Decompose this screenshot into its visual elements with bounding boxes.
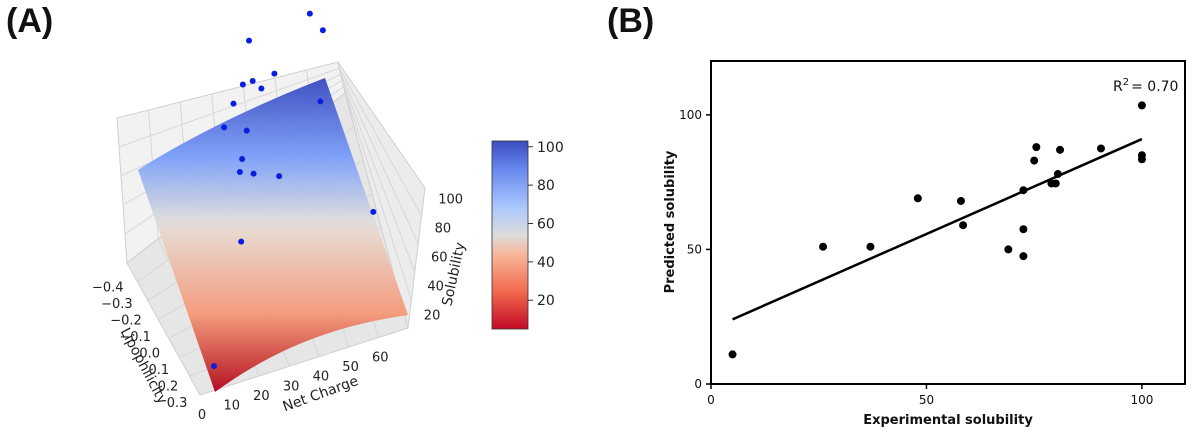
colorbar-tick-label: 40: [537, 255, 555, 271]
surface-point: [239, 81, 246, 88]
y-tick-label: 0.1: [149, 363, 170, 378]
scatter-point: [956, 196, 965, 205]
z-tick-label: 40: [427, 280, 444, 295]
scatter-point: [1030, 156, 1039, 165]
regression-line: [732, 137, 1143, 321]
scatter-point: [1096, 144, 1105, 153]
x-tick-label: 60: [372, 351, 389, 366]
y-tick-label: −0.4: [92, 280, 124, 295]
grid-line: [343, 86, 412, 301]
surface-point: [243, 127, 250, 134]
surface-point: [319, 27, 326, 34]
colorbar-tick-label: 100: [537, 140, 564, 156]
scatter-point: [728, 350, 737, 359]
y-tick-label: −0.2: [110, 313, 142, 328]
surface-point: [370, 208, 377, 215]
y-tick-label: 0: [694, 377, 702, 391]
colorbar-ticks: 20 40 60 80 100: [528, 140, 564, 309]
scatter-points: [728, 101, 1146, 359]
surface-point: [238, 238, 245, 245]
y-tick-label: 100: [679, 108, 702, 122]
panel-a-3d-plot: 0 10 20 30 40 50 60 −0.4 −0.3−0.2 −0.10.0 0.10.2 0…: [92, 10, 564, 423]
y-tick-label: 50: [687, 242, 702, 256]
x-tick-label: 100: [1130, 393, 1153, 407]
surface-point: [230, 100, 237, 107]
scatter-point: [1137, 155, 1146, 164]
scatter-point: [866, 242, 875, 251]
y-tick-label: −0.1: [119, 330, 151, 345]
y-tick-label: 0.0: [139, 346, 160, 361]
colorbar-tick-label: 60: [537, 216, 555, 232]
scatter-point: [1053, 170, 1062, 179]
x-tick-label: 40: [313, 370, 330, 385]
surface-point: [250, 170, 257, 177]
surface-point: [239, 155, 246, 162]
x-tick-label: 50: [342, 360, 359, 375]
x-tick-label: 30: [283, 379, 300, 394]
grid-line: [341, 80, 416, 273]
scatter-point: [1019, 252, 1028, 261]
grid-line: [338, 67, 423, 217]
y-tick-label: −0.3: [101, 297, 133, 312]
z-tick-label: 20: [424, 309, 441, 324]
z-tick-label: 80: [435, 222, 452, 237]
surface-point: [210, 363, 217, 370]
y-tick-label: 0.2: [158, 379, 179, 394]
x-axis-ticks: 0 50 100: [707, 384, 1153, 407]
x-tick-label: 10: [223, 398, 240, 413]
x-axis-label: Experimental solubility: [863, 413, 1033, 428]
panel-a-label: (A): [6, 2, 54, 40]
x-tick-label: 50: [919, 393, 934, 407]
x-tick-label: 20: [253, 389, 270, 404]
scatter-point: [1137, 101, 1146, 110]
scatter-point: [1004, 245, 1013, 254]
r-squared-prefix: R: [1113, 79, 1123, 95]
surface-point: [258, 85, 265, 92]
scatter-point: [913, 194, 922, 203]
surface-point: [276, 173, 283, 180]
scatter-point: [819, 242, 828, 251]
surface-data-points: [210, 10, 377, 370]
y-axis-ticks: 0 50 100: [679, 108, 711, 391]
grid-line: [118, 67, 340, 148]
y-tick-label: 0.3: [167, 396, 188, 411]
colorbar: [491, 140, 529, 330]
x-tick-label: 0: [707, 393, 715, 407]
surface-point: [246, 37, 253, 44]
solubility-surface: [138, 78, 408, 392]
solubility-axis-ticks: 20 40 60 80 100: [424, 193, 463, 324]
scatter-point: [1019, 225, 1028, 234]
r-squared-value: = 0.70: [1131, 79, 1178, 95]
scatter-point: [1051, 179, 1060, 188]
scatter-point: [959, 221, 968, 230]
lipophilicity-axis-ticks: −0.4 −0.3−0.2 −0.10.0 0.10.2 0.3: [92, 280, 187, 411]
z-tick-label: 60: [431, 251, 448, 266]
scatter-point: [1019, 186, 1028, 195]
panel-b-label: (B): [607, 2, 655, 40]
r-squared-superscript: 2: [1123, 77, 1129, 88]
surface-point: [221, 124, 228, 131]
panel-b-scatter-plot: 0 50 100 0 50 100 Experimental solubility Pr…: [663, 60, 1186, 428]
surface-point: [271, 70, 278, 77]
plot-frame: [710, 60, 1186, 385]
surface-point: [306, 10, 313, 17]
x-tick-label: 0: [198, 408, 206, 423]
grid-line: [340, 74, 419, 245]
net-charge-axis-ticks: 0 10 20 30 40 50 60: [198, 351, 389, 423]
scatter-point: [1032, 143, 1041, 152]
colorbar-tick-label: 80: [537, 178, 555, 194]
surface-point: [317, 98, 324, 105]
colorbar-tick-label: 20: [537, 293, 555, 309]
z-tick-label: 100: [438, 193, 463, 208]
surface-point: [236, 168, 243, 175]
r-squared-annotation: R2 = 0.70: [1113, 77, 1178, 95]
y-axis-label: Predicted solubility: [663, 150, 678, 293]
scatter-point: [1056, 145, 1065, 154]
surface-point: [249, 77, 256, 84]
